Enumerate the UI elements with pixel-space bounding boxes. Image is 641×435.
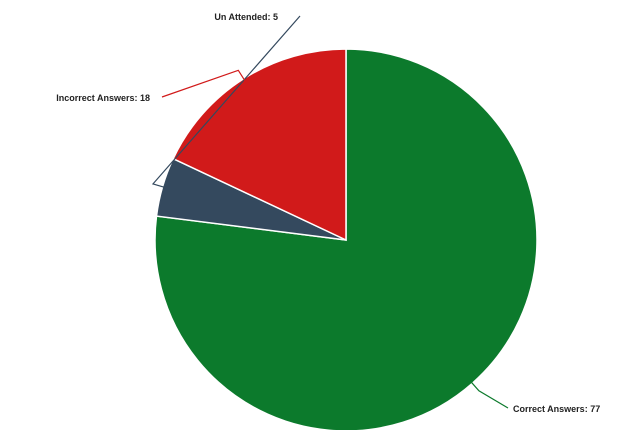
- leaders-layer: [151, 15, 509, 409]
- slice-label-correct-answers: Correct Answers: 77: [513, 404, 600, 414]
- labels-layer: Correct Answers: 77 Un Attended: 5 Incor…: [56, 12, 600, 414]
- leader-line-correct-answers: [470, 381, 509, 409]
- slices-layer: [154, 48, 538, 432]
- slice-label-un-attended: Un Attended: 5: [214, 12, 278, 22]
- slice-label-incorrect-answers: Incorrect Answers: 18: [56, 93, 150, 103]
- leader-line-incorrect-answers: [161, 69, 246, 98]
- leader-line-un-attended: [151, 15, 301, 188]
